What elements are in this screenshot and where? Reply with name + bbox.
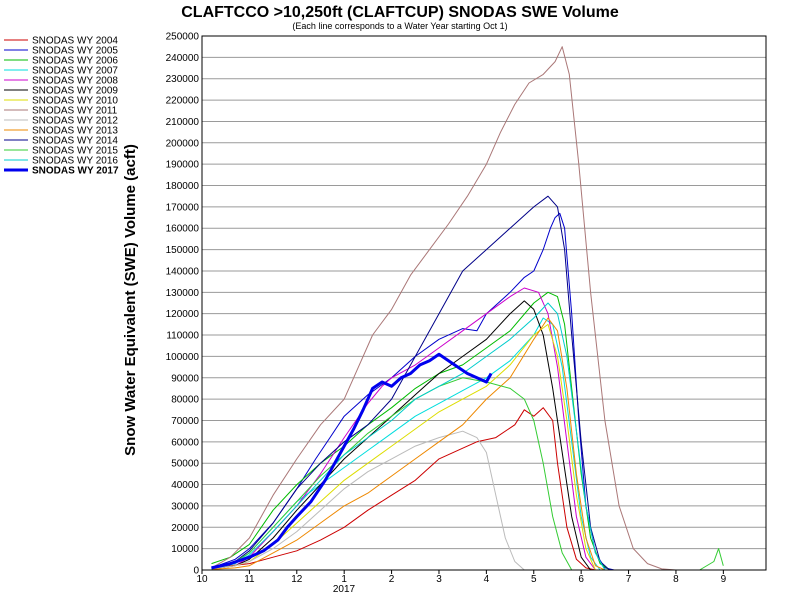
legend-item: SNODAS WY 2015 xyxy=(32,146,118,157)
y-tick-labels: 0 10000 20000 30000 40000 50000 60000 70000 8000… xyxy=(166,32,200,577)
series-line xyxy=(211,352,493,570)
legend-item: SNODAS WY 2011 xyxy=(32,106,118,117)
series-line xyxy=(211,302,606,571)
series-line xyxy=(211,317,601,571)
x-tick-label: 2 xyxy=(389,574,395,585)
legend-item: SNODAS WY 2009 xyxy=(32,86,118,97)
series-line xyxy=(211,430,525,571)
y-tick-label: 80000 xyxy=(171,395,199,406)
x-tick-label: 9 xyxy=(721,574,727,585)
legend-item: SNODAS WY 2007 xyxy=(32,66,118,77)
y-tick-label: 200000 xyxy=(166,138,200,149)
x-tick-label: 12 xyxy=(291,574,303,585)
x-tick-labels: 10 11 12 1 2 3 4 5 6 7 8 9 xyxy=(196,574,726,585)
y-tick-label: 50000 xyxy=(171,459,199,470)
legend-item: SNODAS WY 2005 xyxy=(32,46,118,57)
series-line xyxy=(211,46,676,571)
y-tick-label: 60000 xyxy=(171,437,199,448)
y-tick-label: 210000 xyxy=(166,117,200,128)
y-tick-label: 250000 xyxy=(166,32,200,43)
x-year-label: 2017 xyxy=(333,584,356,595)
legend-item: SNODAS WY 2008 xyxy=(32,76,118,87)
y-tick-label: 170000 xyxy=(166,202,200,213)
y-tick-label: 100000 xyxy=(166,352,200,363)
y-tick-label: 230000 xyxy=(166,74,200,85)
y-tick-label: 30000 xyxy=(171,501,199,512)
plot-frame xyxy=(201,35,767,571)
x-tick-label: 5 xyxy=(531,574,537,585)
y-tick-label: 110000 xyxy=(166,331,199,342)
y-tick-label: 40000 xyxy=(171,480,199,491)
x-tick-label: 7 xyxy=(626,574,632,585)
x-tick-label: 4 xyxy=(484,574,490,585)
series-lines xyxy=(211,46,724,571)
y-tick-label: 90000 xyxy=(171,373,199,384)
y-tick-label: 0 xyxy=(193,566,199,577)
y-tick-label: 130000 xyxy=(166,288,200,299)
y-tick-label: 160000 xyxy=(166,224,200,235)
legend-item: SNODAS WY 2017 xyxy=(32,166,119,177)
legend-item: SNODAS WY 2010 xyxy=(32,96,118,107)
series-line xyxy=(211,407,596,571)
y-tick-label: 150000 xyxy=(166,245,200,256)
legend-item: SNODAS WY 2004 xyxy=(32,36,118,47)
x-tick-label: 3 xyxy=(436,574,442,585)
y-tick-label: 10000 xyxy=(171,544,199,555)
x-tick-label: 8 xyxy=(673,574,679,585)
series-line xyxy=(211,195,610,571)
series-line xyxy=(211,212,615,571)
legend-item: SNODAS WY 2014 xyxy=(32,136,118,147)
chart-subtitle: (Each line corresponds to a Water Year s… xyxy=(292,21,507,31)
y-tick-label: 180000 xyxy=(166,181,200,192)
y-axis-label: Snow Water Equivalent (SWE) Volume (acft… xyxy=(122,144,139,456)
y-tick-label: 240000 xyxy=(166,53,200,64)
chart-title: CLAFTCCO >10,250ft (CLAFTCUP) SNODAS SWE… xyxy=(181,4,619,21)
y-tick-label: 20000 xyxy=(171,523,199,534)
series-line xyxy=(211,317,606,571)
series-line xyxy=(211,323,596,571)
y-tick-label: 120000 xyxy=(166,309,200,320)
x-tick-label: 10 xyxy=(196,574,208,585)
grid-lines xyxy=(201,35,766,574)
series-line xyxy=(211,377,724,571)
y-tick-label: 220000 xyxy=(166,96,200,107)
x-tick-label: 6 xyxy=(578,574,584,585)
y-tick-label: 140000 xyxy=(166,266,200,277)
legend-item: SNODAS WY 2012 xyxy=(32,116,118,127)
x-tick-label: 1 xyxy=(341,574,347,585)
y-tick-label: 190000 xyxy=(166,160,200,171)
series-line xyxy=(211,291,610,571)
legend-item: SNODAS WY 2013 xyxy=(32,126,118,137)
x-tick-label: 11 xyxy=(244,574,255,585)
y-tick-label: 70000 xyxy=(171,416,199,427)
legend-item: SNODAS WY 2016 xyxy=(32,156,118,167)
legend-item: SNODAS WY 2006 xyxy=(32,56,118,67)
series-line xyxy=(211,300,592,571)
